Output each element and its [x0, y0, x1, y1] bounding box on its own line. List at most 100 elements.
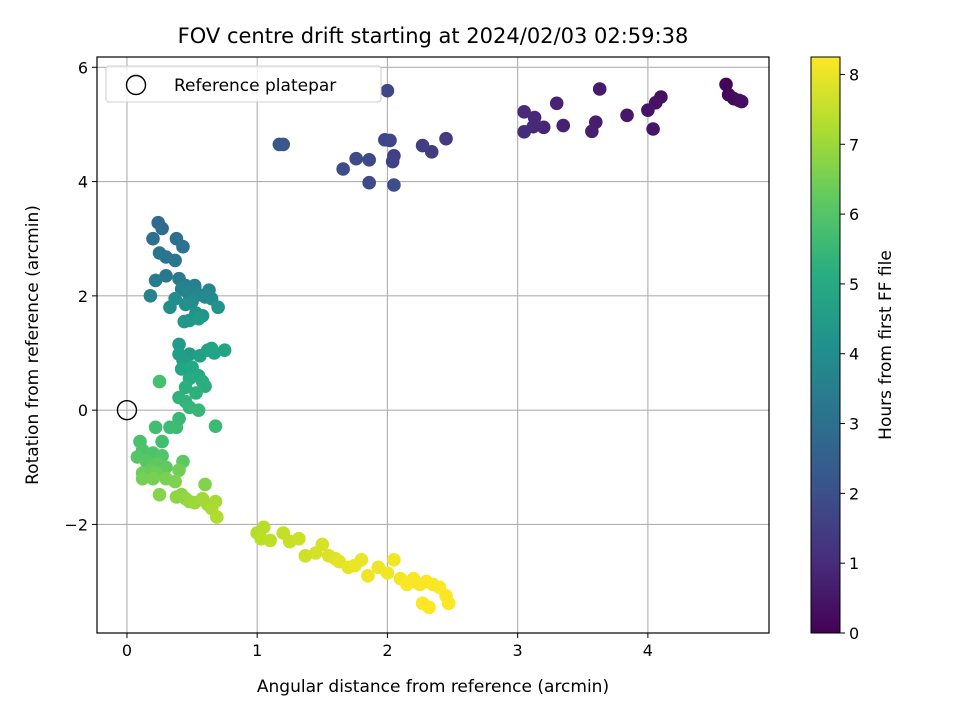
data-point — [217, 343, 232, 357]
data-point — [349, 151, 363, 166]
data-point — [148, 273, 163, 288]
data-point — [362, 153, 376, 167]
legend-box — [105, 65, 382, 103]
data-point — [155, 221, 169, 236]
data-point — [592, 82, 607, 96]
data-point — [556, 118, 571, 133]
colorbar-gradient — [810, 56, 841, 634]
data-point — [620, 108, 634, 123]
data-point — [168, 253, 182, 268]
x-axis-ticks: 0 1 2 3 4 — [122, 633, 653, 660]
data-point — [256, 520, 271, 535]
data-point — [415, 138, 430, 153]
y-axis-label: Rotation from reference (arcmin) — [23, 205, 43, 485]
y-tick-label: 6 — [78, 58, 88, 77]
data-point — [517, 125, 531, 139]
data-points — [130, 77, 749, 615]
data-point — [152, 487, 167, 502]
data-point — [143, 289, 158, 303]
colorbar-tick-label: 3 — [849, 415, 859, 434]
data-point — [641, 103, 655, 117]
data-point — [517, 105, 531, 119]
data-point — [172, 337, 186, 352]
data-point — [146, 471, 160, 486]
data-point — [298, 549, 313, 563]
colorbar-tick-label: 8 — [849, 65, 859, 84]
x-tick-label: 1 — [252, 641, 262, 660]
data-point — [549, 96, 564, 111]
data-point — [387, 178, 401, 192]
data-point — [354, 553, 369, 567]
data-point — [385, 154, 400, 169]
data-point — [159, 269, 173, 283]
reference-marker — [116, 399, 138, 421]
legend: Reference platepar — [105, 65, 382, 103]
data-point — [380, 83, 395, 98]
data-point — [361, 569, 375, 583]
legend-label: Reference platepar — [174, 76, 336, 96]
data-point — [536, 120, 551, 135]
data-point — [272, 137, 287, 152]
data-point — [163, 420, 177, 435]
data-point — [734, 94, 749, 109]
data-point — [191, 403, 206, 417]
colorbar-tick-label: 6 — [849, 205, 859, 224]
data-point — [155, 434, 169, 449]
data-point — [174, 362, 189, 376]
x-tick-label: 0 — [122, 641, 132, 660]
data-point — [176, 239, 190, 254]
data-point — [159, 460, 173, 475]
reference-platepar-point — [116, 399, 138, 421]
data-point — [146, 231, 160, 246]
y-tick-label: 2 — [78, 287, 88, 306]
data-point — [719, 77, 733, 92]
data-point — [378, 133, 392, 147]
colorbar-tick-label: 0 — [849, 624, 859, 643]
data-point — [168, 474, 182, 489]
data-point — [585, 124, 599, 139]
y-axis-ticks: −2 0 2 4 6 — [64, 58, 97, 534]
x-axis-label: Angular distance from reference (arcmin) — [257, 677, 609, 697]
data-point — [211, 300, 225, 315]
colorbar-tick-label: 1 — [849, 554, 859, 573]
data-point — [208, 419, 223, 433]
x-tick-label: 2 — [382, 641, 392, 660]
x-tick-label: 4 — [643, 641, 653, 660]
data-point — [152, 374, 167, 389]
data-point — [263, 533, 278, 548]
data-point — [189, 386, 203, 400]
data-point — [387, 553, 401, 567]
data-point — [315, 537, 330, 552]
data-point — [148, 420, 163, 435]
data-point — [198, 477, 212, 492]
data-point — [380, 566, 395, 580]
y-tick-label: −2 — [64, 515, 88, 534]
data-point — [204, 341, 219, 356]
colorbar-tick-label: 5 — [849, 275, 859, 294]
data-point — [210, 510, 224, 524]
data-point — [441, 596, 456, 611]
colorbar-label: Hours from first FF file — [876, 250, 896, 440]
data-point — [172, 463, 186, 477]
colorbar-tick-label: 4 — [849, 345, 859, 364]
y-tick-label: 4 — [78, 173, 88, 192]
data-point — [336, 162, 350, 176]
data-point — [439, 131, 453, 146]
data-point — [422, 600, 436, 615]
data-point — [178, 380, 193, 395]
colorbar-ticks: 0 1 2 3 4 5 6 7 8 — [840, 65, 859, 643]
data-point — [362, 175, 376, 190]
colorbar-tick-label: 7 — [849, 135, 859, 154]
data-point — [177, 314, 192, 329]
colorbar: 0 1 2 3 4 5 6 7 8 Hours from first FF file — [810, 56, 896, 643]
y-tick-label: 0 — [78, 401, 88, 420]
legend-marker-open-circle — [125, 74, 147, 96]
data-point — [163, 300, 177, 315]
x-tick-label: 3 — [513, 641, 523, 660]
colorbar-tick-label: 2 — [849, 484, 859, 503]
data-point — [135, 471, 150, 486]
chart-title: FOV centre drift starting at 2024/02/03 … — [178, 24, 689, 48]
